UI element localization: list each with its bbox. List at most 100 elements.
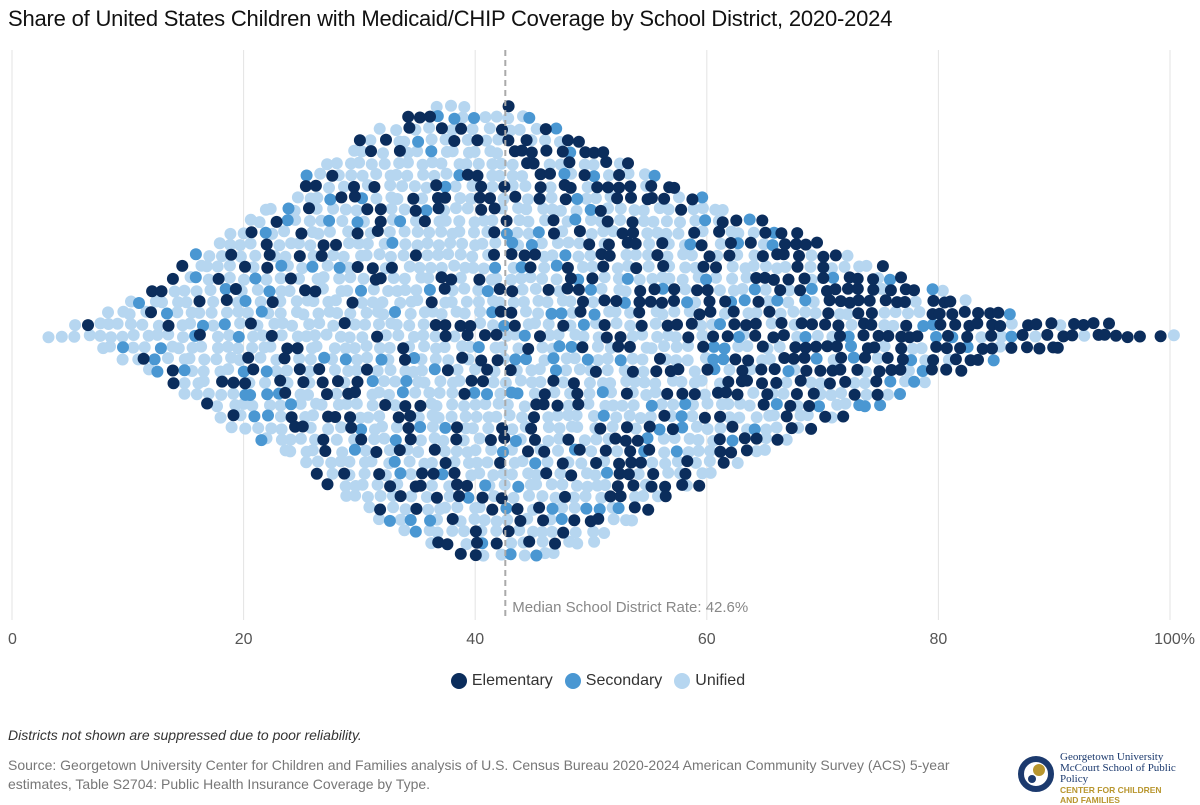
- unified-point: [642, 249, 655, 261]
- elementary-point: [540, 467, 553, 480]
- unified-point: [280, 364, 293, 377]
- unified-point: [588, 535, 601, 548]
- elementary-point: [676, 478, 689, 491]
- unified-point: [523, 489, 535, 502]
- unified-point: [780, 376, 793, 389]
- elementary-point: [166, 272, 179, 285]
- elementary-point: [351, 261, 364, 273]
- unified-point: [152, 319, 165, 332]
- unified-point: [270, 365, 283, 378]
- elementary-point: [537, 398, 550, 411]
- unified-point: [629, 248, 642, 261]
- unified-point: [398, 524, 411, 537]
- unified-point: [675, 375, 688, 388]
- elementary-point: [597, 260, 610, 273]
- secondary-point: [151, 365, 164, 378]
- elementary-point: [490, 537, 503, 550]
- unified-point: [197, 365, 210, 378]
- legend-item-unified[interactable]: Unified: [674, 672, 745, 690]
- unified-point: [539, 214, 552, 227]
- elementary-point: [216, 375, 229, 388]
- unified-point: [1078, 329, 1091, 342]
- unified-point: [459, 410, 472, 423]
- unified-point: [489, 236, 502, 249]
- unified-point: [634, 412, 647, 424]
- elementary-point: [741, 374, 753, 387]
- unified-point: [906, 342, 919, 355]
- elementary-point: [529, 433, 541, 446]
- unified-point: [760, 260, 772, 273]
- elementary-point: [775, 317, 788, 329]
- secondary-point: [339, 353, 352, 366]
- unified-point: [644, 410, 657, 423]
- unified-point: [273, 239, 286, 252]
- legend-item-secondary[interactable]: Secondary: [564, 672, 662, 690]
- elementary-point: [371, 330, 384, 343]
- elementary-point: [244, 317, 257, 330]
- elementary-point: [439, 457, 452, 469]
- unified-point: [433, 386, 446, 399]
- unified-point: [677, 248, 690, 261]
- unified-point: [701, 423, 714, 435]
- source-note: Source: Georgetown University Center for…: [8, 757, 950, 792]
- unified-point: [371, 364, 384, 377]
- legend-item-elementary[interactable]: Elementary: [450, 672, 553, 690]
- unified-point: [522, 227, 535, 240]
- unified-point: [377, 308, 390, 321]
- unified-point: [492, 133, 505, 146]
- unified-point: [762, 295, 775, 308]
- unified-point: [685, 249, 698, 262]
- elementary-point: [728, 318, 741, 331]
- elementary-point: [528, 411, 540, 424]
- unified-point: [264, 340, 277, 353]
- unified-point: [365, 455, 378, 468]
- unified-point: [264, 399, 276, 412]
- secondary-point: [439, 421, 452, 434]
- elementary-point: [365, 145, 377, 158]
- georgetown-logo: Georgetown University McCourt School of …: [1016, 750, 1196, 805]
- unified-point: [443, 490, 456, 503]
- elementary-point: [523, 535, 536, 548]
- unified-point: [350, 397, 363, 410]
- elementary-point: [533, 192, 546, 205]
- elementary-point: [338, 467, 351, 480]
- elementary-point: [586, 272, 599, 285]
- unified-point: [595, 491, 608, 504]
- elementary-point: [778, 352, 791, 364]
- elementary-point: [787, 352, 800, 365]
- unified-point: [723, 363, 736, 376]
- secondary-point: [285, 398, 297, 411]
- unified-point: [421, 237, 434, 250]
- unified-point: [636, 328, 649, 341]
- unified-point: [548, 386, 561, 399]
- elementary-point: [295, 227, 308, 240]
- elementary-point: [490, 328, 503, 341]
- secondary-point: [439, 180, 452, 193]
- elementary-point: [863, 294, 876, 307]
- unified-point: [373, 318, 385, 331]
- elementary-point: [393, 444, 406, 457]
- unified-point: [902, 307, 914, 320]
- unified-point: [409, 386, 422, 399]
- elementary-point: [619, 434, 632, 447]
- secondary-point: [497, 446, 509, 458]
- elementary-point: [666, 423, 679, 436]
- unified-point: [501, 513, 514, 526]
- unified-point: [639, 168, 651, 181]
- unified-point: [918, 376, 931, 389]
- elementary-point: [313, 363, 326, 376]
- unified-point: [340, 489, 353, 502]
- unified-point: [676, 273, 689, 286]
- elementary-point: [428, 443, 441, 456]
- elementary-point: [668, 294, 680, 307]
- secondary-point: [154, 342, 167, 355]
- unified-point: [474, 317, 487, 329]
- unified-point: [435, 225, 448, 238]
- elementary-point: [885, 364, 898, 376]
- elementary-point: [682, 331, 695, 344]
- elementary-point: [837, 410, 850, 423]
- elementary-point: [590, 457, 603, 469]
- elementary-point: [498, 180, 511, 193]
- elementary-point: [651, 249, 664, 262]
- unified-point: [473, 432, 486, 445]
